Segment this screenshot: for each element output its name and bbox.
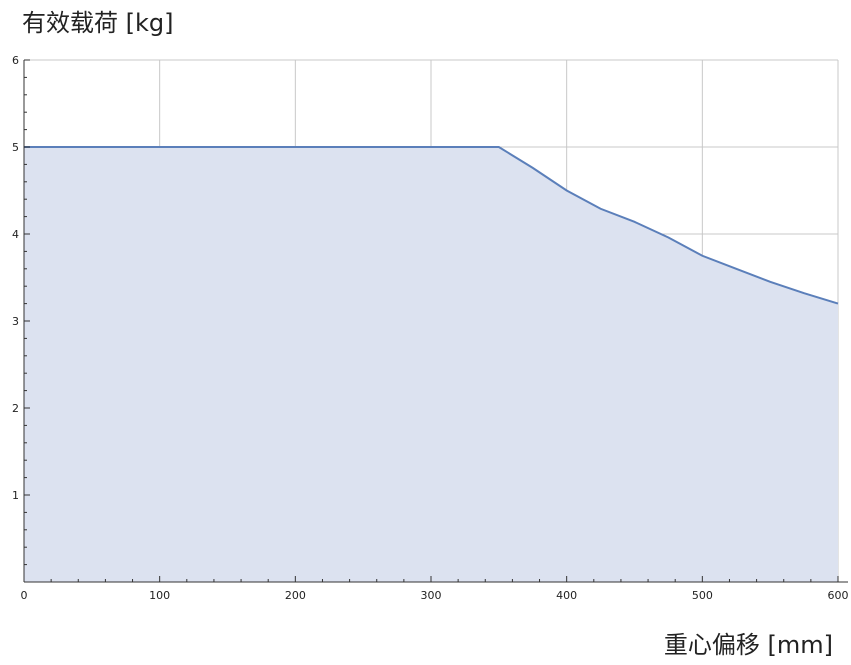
y-tick-label: 4 [12, 228, 19, 241]
axes [23, 59, 848, 583]
x-tick-label: 500 [692, 589, 713, 602]
y-axis-label: 有效载荷 [kg] [22, 9, 174, 37]
y-tick-label: 1 [12, 489, 19, 502]
y-tick-label: 2 [12, 402, 19, 415]
x-tick-label: 400 [556, 589, 577, 602]
y-tick-label: 5 [12, 141, 19, 154]
payload-area [24, 147, 838, 582]
x-tick-label: 200 [285, 589, 306, 602]
tick-labels: 0 100 200 300 400 500 600 1 2 3 4 5 6 [12, 54, 849, 602]
x-tick-label: 600 [828, 589, 849, 602]
x-tick-label: 300 [421, 589, 442, 602]
y-tick-label: 6 [12, 54, 19, 67]
x-tick-label: 0 [21, 589, 28, 602]
x-tick-label: 100 [149, 589, 170, 602]
payload-line [24, 146, 839, 305]
x-axis-label: 重心偏移 [mm] [664, 631, 833, 659]
y-tick-label: 3 [12, 315, 19, 328]
